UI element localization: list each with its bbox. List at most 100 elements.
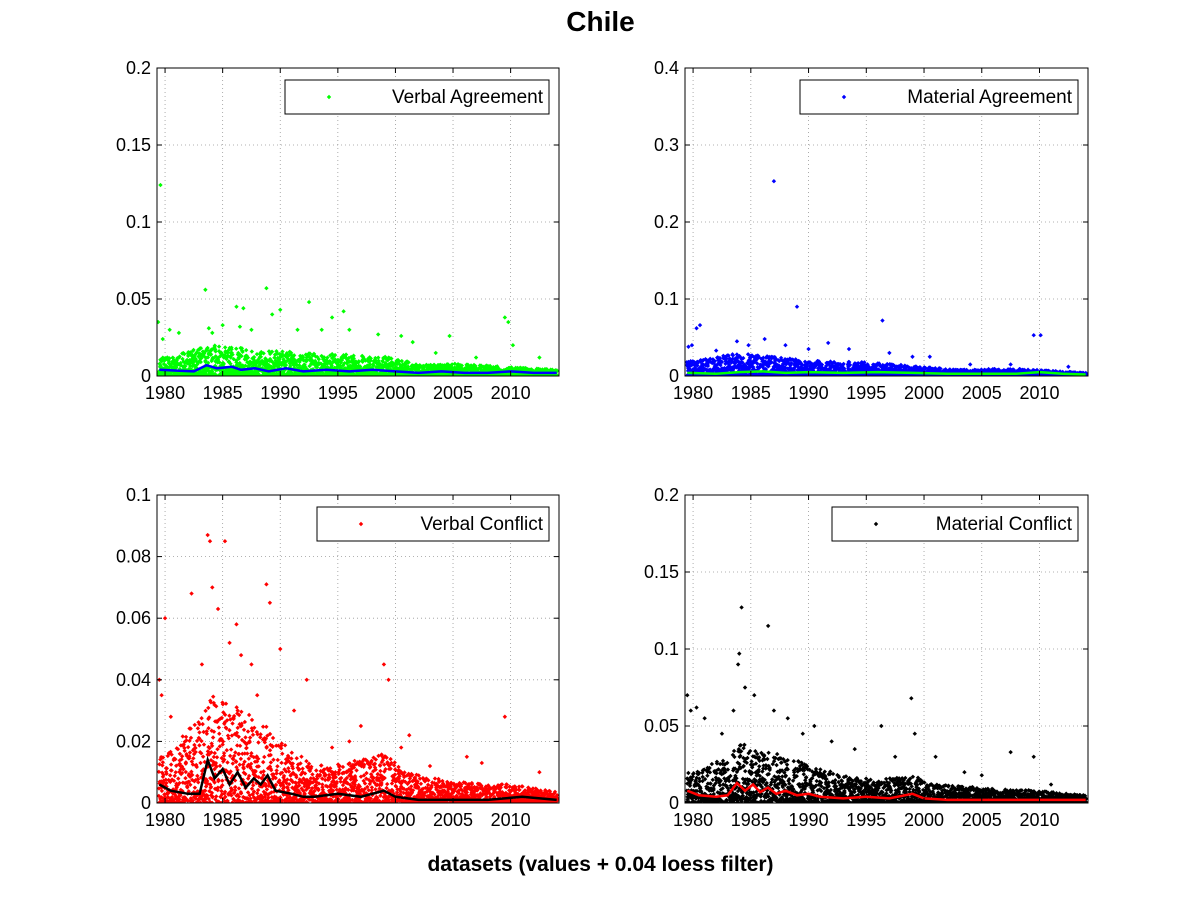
x-tick-label: 1980 — [673, 383, 713, 403]
y-tick-label: 0.2 — [126, 58, 151, 78]
data-point — [161, 361, 167, 367]
data-point — [510, 343, 516, 348]
data-point — [943, 367, 948, 372]
data-point — [717, 355, 723, 361]
data-point — [210, 330, 215, 336]
data-point — [230, 352, 235, 357]
data-point — [167, 327, 172, 332]
data-point — [229, 345, 234, 350]
data-point — [1008, 362, 1013, 367]
data-point — [182, 351, 187, 357]
data-point — [544, 367, 550, 372]
data-point — [746, 343, 751, 348]
data-point — [887, 350, 892, 356]
data-point — [247, 362, 252, 368]
data-point — [897, 367, 903, 372]
data-point — [322, 355, 327, 360]
data-point — [410, 339, 415, 345]
data-point — [356, 359, 361, 364]
x-tick-label: 1990 — [789, 383, 829, 403]
data-point — [734, 365, 739, 370]
data-point — [158, 182, 163, 188]
data-point — [319, 327, 324, 332]
x-tick-label: 2000 — [904, 383, 944, 403]
data-point — [912, 364, 917, 370]
legend-marker — [326, 94, 332, 100]
data-point — [771, 178, 777, 184]
data-point — [688, 367, 693, 373]
data-point — [856, 361, 861, 366]
data-point — [918, 366, 923, 371]
y-tick-label: 0.3 — [654, 135, 679, 155]
data-point — [554, 372, 559, 376]
data-point — [855, 363, 861, 368]
data-point — [886, 366, 892, 371]
data-point — [707, 356, 713, 362]
data-point — [764, 360, 770, 366]
data-point — [245, 355, 251, 360]
data-point — [866, 365, 872, 370]
data-point — [780, 361, 786, 366]
data-point — [741, 355, 746, 361]
data-point — [828, 367, 833, 373]
data-point — [861, 367, 866, 373]
data-point — [278, 307, 283, 312]
data-point — [756, 355, 762, 360]
legend-box — [799, 79, 1079, 115]
data-point — [863, 363, 869, 368]
data-point — [929, 369, 934, 374]
data-point — [916, 365, 921, 371]
data-point — [767, 359, 772, 364]
data-point — [729, 365, 735, 370]
data-point — [157, 793, 162, 799]
data-point — [789, 360, 794, 366]
data-point — [447, 333, 452, 339]
data-point — [842, 367, 847, 373]
data-point — [183, 363, 188, 369]
data-point — [730, 353, 736, 358]
data-point — [221, 361, 226, 367]
data-point — [160, 336, 165, 342]
data-point — [723, 354, 728, 360]
y-tick-label: 0.05 — [116, 289, 151, 309]
data-point — [776, 363, 782, 368]
figure-title: Chile — [566, 6, 635, 37]
data-point — [739, 364, 744, 369]
data-point — [157, 361, 162, 366]
data-point — [735, 355, 740, 361]
data-point — [191, 347, 196, 353]
data-point — [885, 361, 890, 367]
y-tick-label: 0 — [669, 366, 679, 386]
data-point — [762, 359, 768, 364]
data-point — [729, 360, 734, 365]
data-point — [368, 356, 373, 361]
data-point — [264, 286, 269, 291]
data-point — [261, 351, 266, 356]
data-point — [736, 360, 742, 365]
y-tick-label: 0.15 — [116, 135, 151, 155]
data-point — [815, 366, 821, 371]
data-point — [398, 333, 404, 339]
data-point — [506, 319, 511, 325]
data-point — [724, 356, 729, 361]
data-point — [799, 362, 805, 368]
data-point — [269, 312, 275, 317]
data-point — [209, 358, 214, 364]
x-tick-label: 1995 — [318, 383, 358, 403]
data-point — [211, 356, 216, 361]
data-point — [761, 355, 766, 360]
x-tick-label: 2000 — [375, 383, 415, 403]
data-point — [158, 757, 163, 762]
data-point — [325, 355, 330, 360]
data-point — [808, 364, 814, 369]
data-point — [510, 366, 515, 371]
data-point — [537, 355, 542, 360]
data-point — [300, 355, 306, 360]
data-point — [208, 351, 214, 357]
data-point — [686, 344, 691, 349]
data-point — [389, 356, 394, 361]
data-point — [1031, 332, 1036, 338]
x-tick-label: 2010 — [1019, 383, 1059, 403]
data-point — [719, 359, 725, 365]
data-point — [363, 358, 368, 363]
